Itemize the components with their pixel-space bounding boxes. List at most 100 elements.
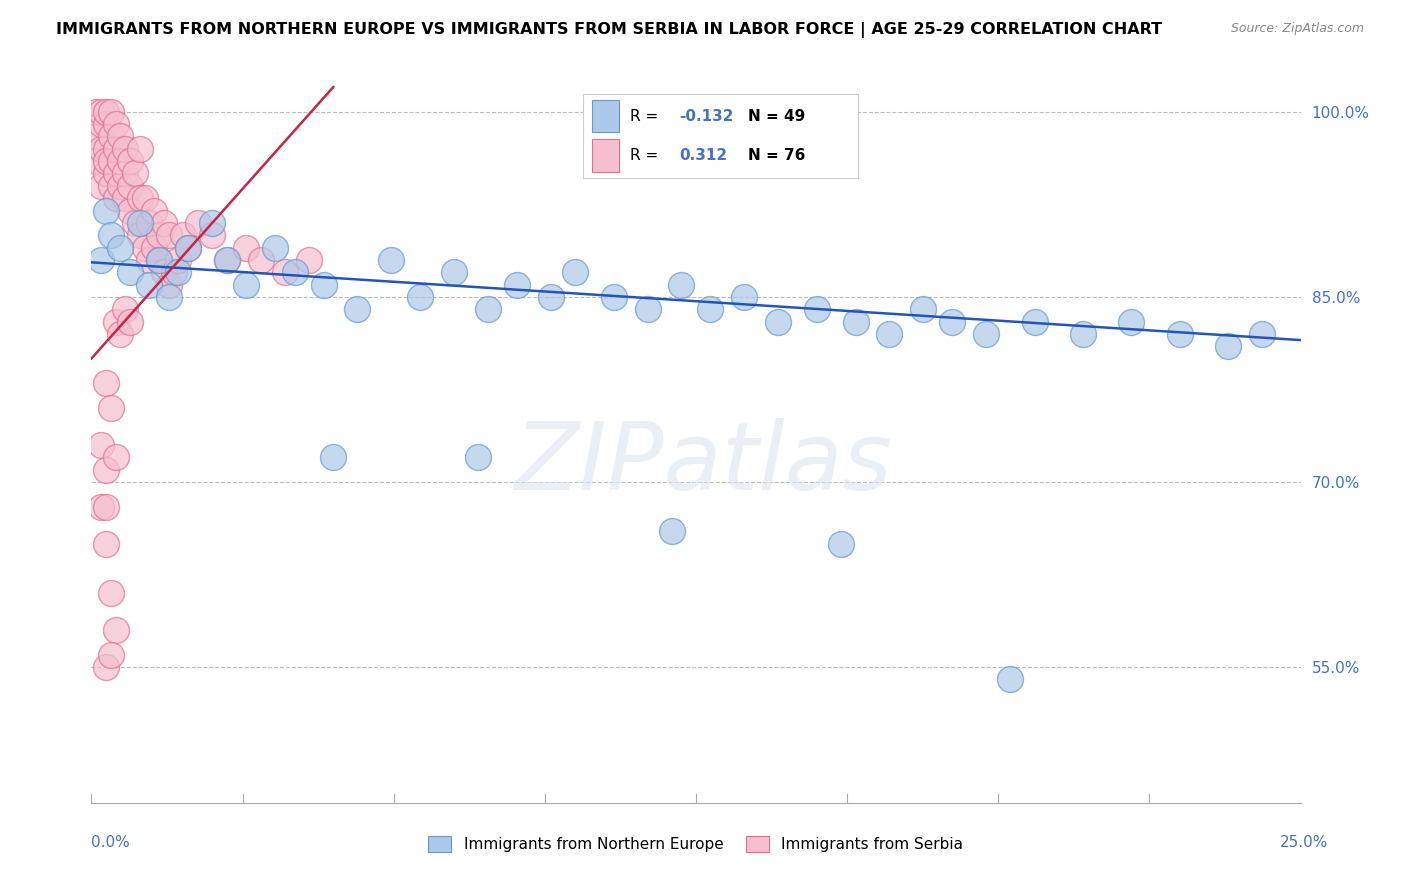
- Point: [1121, 315, 1143, 329]
- Point: [564, 265, 586, 279]
- Point: [120, 178, 142, 193]
- Point: [153, 216, 176, 230]
- Text: 0.0%: 0.0%: [91, 836, 131, 850]
- Text: 0.312: 0.312: [679, 148, 727, 163]
- Point: [177, 240, 200, 255]
- Point: [104, 450, 127, 465]
- Point: [138, 252, 160, 267]
- Point: [215, 252, 238, 267]
- Point: [143, 203, 166, 218]
- Point: [148, 252, 170, 267]
- Text: R =: R =: [630, 109, 658, 124]
- Point: [100, 178, 122, 193]
- Point: [124, 167, 146, 181]
- Point: [94, 117, 117, 131]
- Point: [172, 228, 194, 243]
- Point: [94, 154, 117, 169]
- Point: [138, 216, 160, 230]
- Point: [90, 117, 112, 131]
- Point: [671, 277, 693, 292]
- Point: [94, 500, 117, 514]
- Point: [153, 265, 176, 279]
- Point: [134, 240, 156, 255]
- Text: IMMIGRANTS FROM NORTHERN EUROPE VS IMMIGRANTS FROM SERBIA IN LABOR FORCE | AGE 2: IMMIGRANTS FROM NORTHERN EUROPE VS IMMIG…: [56, 22, 1163, 38]
- Point: [100, 129, 122, 144]
- Point: [94, 537, 117, 551]
- Point: [201, 216, 224, 230]
- Point: [100, 401, 122, 415]
- Point: [94, 660, 117, 674]
- Point: [477, 302, 499, 317]
- Point: [94, 376, 117, 391]
- Text: N = 49: N = 49: [748, 109, 806, 124]
- FancyBboxPatch shape: [592, 100, 619, 132]
- Point: [104, 117, 127, 131]
- Point: [100, 586, 122, 600]
- Point: [157, 277, 180, 292]
- Point: [114, 142, 136, 156]
- Point: [201, 228, 224, 243]
- Point: [104, 191, 127, 205]
- Point: [157, 290, 180, 304]
- Point: [167, 252, 190, 267]
- Point: [235, 277, 257, 292]
- Text: N = 76: N = 76: [748, 148, 806, 163]
- Point: [603, 290, 626, 304]
- Point: [409, 290, 432, 304]
- Point: [128, 228, 150, 243]
- Text: 25.0%: 25.0%: [1281, 836, 1329, 850]
- Point: [128, 216, 150, 230]
- Point: [912, 302, 935, 317]
- Point: [845, 315, 868, 329]
- Point: [120, 154, 142, 169]
- Point: [540, 290, 562, 304]
- Point: [1000, 673, 1022, 687]
- Point: [104, 167, 127, 181]
- Point: [104, 623, 127, 637]
- Point: [148, 228, 170, 243]
- Point: [90, 104, 112, 119]
- Point: [90, 500, 112, 514]
- Point: [177, 240, 200, 255]
- Point: [110, 240, 132, 255]
- Point: [100, 154, 122, 169]
- Point: [830, 537, 852, 551]
- Point: [312, 277, 335, 292]
- Point: [120, 315, 142, 329]
- Text: R =: R =: [630, 148, 658, 163]
- Point: [264, 240, 287, 255]
- Point: [699, 302, 721, 317]
- Point: [110, 154, 132, 169]
- Point: [443, 265, 465, 279]
- Point: [162, 265, 184, 279]
- Point: [100, 228, 122, 243]
- Point: [138, 277, 160, 292]
- Point: [1168, 326, 1191, 341]
- Point: [110, 129, 132, 144]
- Point: [215, 252, 238, 267]
- Point: [110, 178, 132, 193]
- Point: [1071, 326, 1094, 341]
- Point: [90, 438, 112, 452]
- Point: [1024, 315, 1046, 329]
- Point: [100, 104, 122, 119]
- Point: [100, 648, 122, 662]
- Point: [1216, 339, 1239, 353]
- Point: [148, 252, 170, 267]
- Point: [143, 240, 166, 255]
- Text: ZIPatlas: ZIPatlas: [515, 418, 891, 509]
- Point: [104, 315, 127, 329]
- Point: [94, 463, 117, 477]
- Point: [120, 265, 142, 279]
- Point: [157, 228, 180, 243]
- Point: [110, 326, 132, 341]
- Point: [974, 326, 997, 341]
- Point: [661, 524, 683, 539]
- Point: [879, 326, 901, 341]
- Point: [104, 142, 127, 156]
- Point: [733, 290, 755, 304]
- Point: [346, 302, 368, 317]
- Point: [94, 203, 117, 218]
- Legend: Immigrants from Northern Europe, Immigrants from Serbia: Immigrants from Northern Europe, Immigra…: [422, 830, 970, 858]
- Point: [128, 142, 150, 156]
